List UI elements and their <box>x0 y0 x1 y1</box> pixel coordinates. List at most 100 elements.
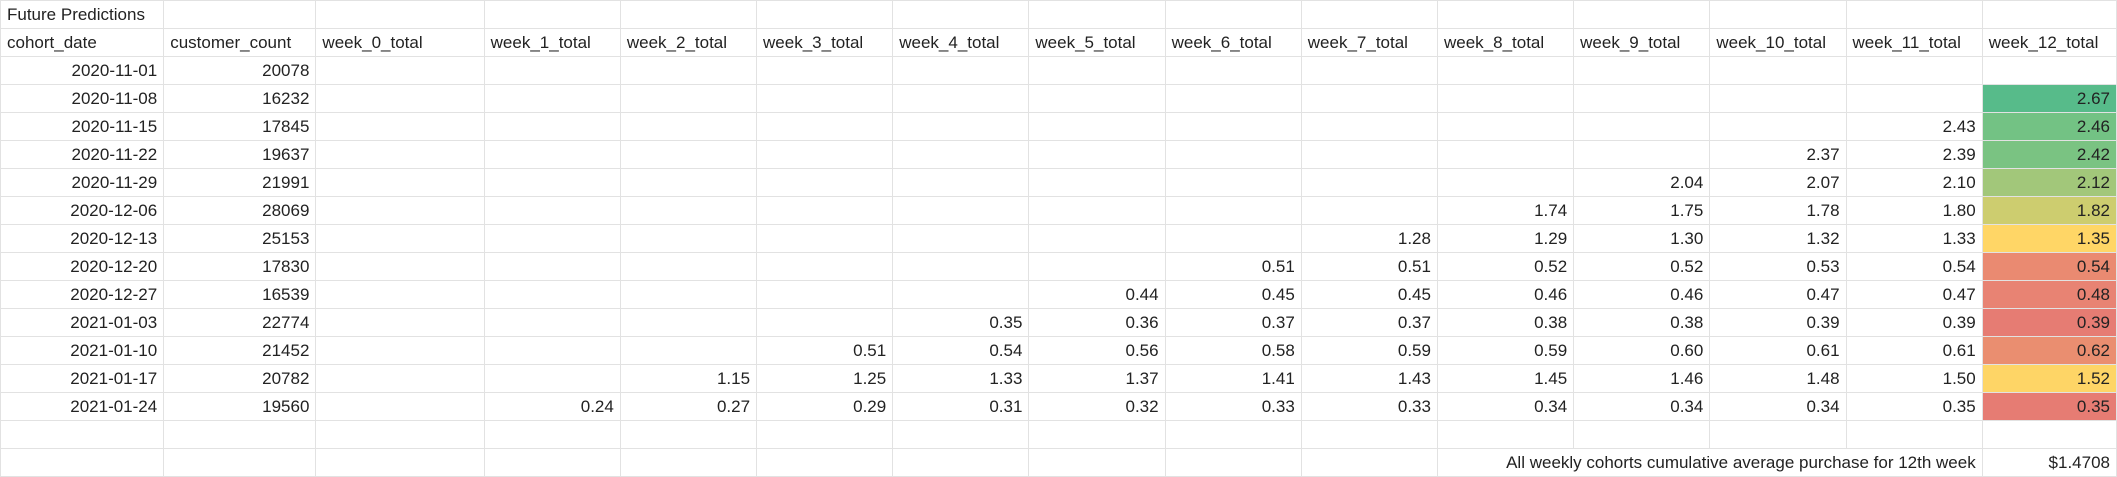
cell[interactable] <box>1300 84 1438 113</box>
cell[interactable]: 0.54 <box>1981 252 2117 281</box>
cell[interactable]: 1.75 <box>1573 196 1711 225</box>
cell[interactable] <box>483 140 621 169</box>
cell[interactable] <box>1573 0 1711 29</box>
cell[interactable]: 1.33 <box>892 364 1030 393</box>
cell[interactable]: 0.45 <box>1164 280 1302 309</box>
cell[interactable]: 2020-11-29 <box>0 168 165 197</box>
cell[interactable] <box>1164 448 1302 477</box>
cell[interactable] <box>483 84 621 113</box>
cell[interactable] <box>756 196 894 225</box>
summary-value[interactable]: $1.4708 <box>1981 448 2117 477</box>
cell[interactable]: 1.30 <box>1573 224 1711 253</box>
cell[interactable]: 2020-12-13 <box>0 224 165 253</box>
cell[interactable]: 2.42 <box>1981 140 2117 169</box>
cell[interactable]: 1.78 <box>1709 196 1847 225</box>
cell[interactable]: 0.34 <box>1436 392 1575 421</box>
cell[interactable]: 0.37 <box>1164 308 1302 337</box>
cell[interactable]: 1.82 <box>1981 196 2117 225</box>
column-header[interactable]: week_12_total <box>1981 28 2117 57</box>
cell[interactable] <box>619 0 758 29</box>
cell[interactable]: 25153 <box>163 224 317 253</box>
column-header[interactable]: week_5_total <box>1028 28 1166 57</box>
cell[interactable] <box>892 252 1030 281</box>
cell[interactable] <box>1845 420 1983 449</box>
cell[interactable]: 0.39 <box>1845 308 1983 337</box>
cell[interactable] <box>1300 420 1438 449</box>
cell[interactable] <box>1436 84 1575 113</box>
cell[interactable] <box>1981 420 2117 449</box>
cell[interactable] <box>163 420 317 449</box>
cell[interactable]: 0.52 <box>1436 252 1575 281</box>
cell[interactable] <box>1981 56 2117 85</box>
cell[interactable] <box>892 420 1030 449</box>
cell[interactable] <box>315 84 485 113</box>
cell[interactable]: 0.34 <box>1709 392 1847 421</box>
cell[interactable] <box>315 448 485 477</box>
sheet-title[interactable]: Future Predictions <box>0 0 165 29</box>
cell[interactable] <box>619 112 758 141</box>
cell[interactable] <box>1028 224 1166 253</box>
cell[interactable]: 0.24 <box>483 392 621 421</box>
cell[interactable] <box>619 56 758 85</box>
cell[interactable] <box>1164 84 1302 113</box>
cell[interactable]: 0.54 <box>1845 252 1983 281</box>
cell[interactable]: 20078 <box>163 56 317 85</box>
cell[interactable] <box>892 196 1030 225</box>
cell[interactable] <box>756 56 894 85</box>
cell[interactable]: 1.37 <box>1028 364 1166 393</box>
cell[interactable]: 0.35 <box>1845 392 1983 421</box>
cell[interactable] <box>483 448 621 477</box>
cell[interactable] <box>1300 140 1438 169</box>
column-header[interactable]: week_11_total <box>1845 28 1983 57</box>
cell[interactable] <box>1300 448 1438 477</box>
cell[interactable] <box>1164 0 1302 29</box>
column-header[interactable]: week_7_total <box>1300 28 1438 57</box>
column-header[interactable]: week_0_total <box>315 28 485 57</box>
cell[interactable]: 0.48 <box>1981 280 2117 309</box>
cell[interactable]: 2020-11-08 <box>0 84 165 113</box>
cell[interactable]: 0.35 <box>892 308 1030 337</box>
cell[interactable] <box>315 112 485 141</box>
cell[interactable] <box>1028 56 1166 85</box>
cell[interactable]: 16539 <box>163 280 317 309</box>
cell[interactable] <box>1709 420 1847 449</box>
cell[interactable]: 0.39 <box>1981 308 2117 337</box>
cell[interactable] <box>315 0 485 29</box>
cell[interactable] <box>892 84 1030 113</box>
cell[interactable] <box>619 252 758 281</box>
cell[interactable] <box>163 448 317 477</box>
cell[interactable] <box>892 280 1030 309</box>
cell[interactable] <box>483 364 621 393</box>
cell[interactable] <box>756 168 894 197</box>
cell[interactable] <box>483 196 621 225</box>
cell[interactable] <box>483 224 621 253</box>
cell[interactable]: 0.47 <box>1845 280 1983 309</box>
cell[interactable] <box>619 280 758 309</box>
cell[interactable] <box>1436 112 1575 141</box>
cell[interactable]: 0.35 <box>1981 392 2117 421</box>
column-header[interactable]: week_3_total <box>756 28 894 57</box>
cell[interactable]: 0.33 <box>1164 392 1302 421</box>
cell[interactable] <box>483 112 621 141</box>
cell[interactable] <box>1709 0 1847 29</box>
cell[interactable]: 0.51 <box>1164 252 1302 281</box>
cell[interactable]: 20782 <box>163 364 317 393</box>
cell[interactable]: 2021-01-03 <box>0 308 165 337</box>
cell[interactable] <box>619 308 758 337</box>
cell[interactable]: 21991 <box>163 168 317 197</box>
cell[interactable] <box>1573 112 1711 141</box>
cell[interactable]: 19560 <box>163 392 317 421</box>
cell[interactable] <box>1436 140 1575 169</box>
cell[interactable] <box>756 112 894 141</box>
cell[interactable] <box>1845 84 1983 113</box>
cell[interactable]: 0.51 <box>1300 252 1438 281</box>
cell[interactable] <box>315 280 485 309</box>
cell[interactable] <box>756 84 894 113</box>
cell[interactable]: 1.48 <box>1709 364 1847 393</box>
cell[interactable] <box>619 420 758 449</box>
cell[interactable] <box>483 308 621 337</box>
cell[interactable]: 2020-11-15 <box>0 112 165 141</box>
cell[interactable]: 1.52 <box>1981 364 2117 393</box>
cell[interactable] <box>315 364 485 393</box>
cell[interactable]: 2.12 <box>1981 168 2117 197</box>
